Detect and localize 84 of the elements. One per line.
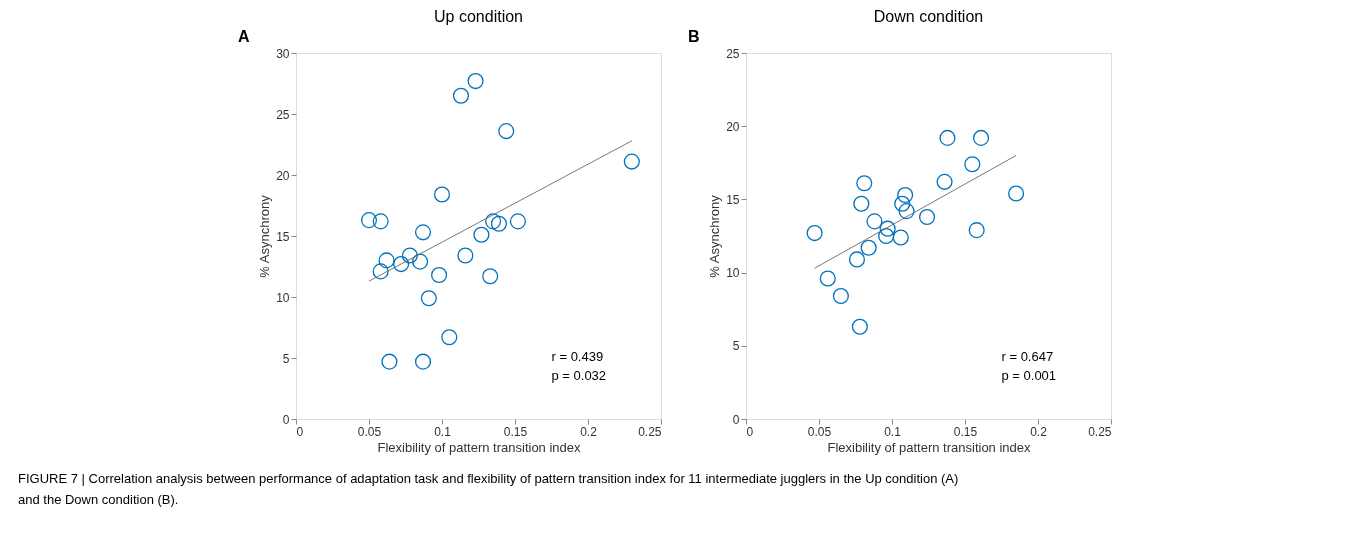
point bbox=[856, 175, 873, 192]
point bbox=[378, 252, 395, 269]
y-tick-label: 25 bbox=[726, 46, 740, 61]
point bbox=[509, 213, 526, 230]
point bbox=[441, 329, 458, 346]
point bbox=[393, 256, 410, 273]
point bbox=[623, 153, 640, 170]
y-tick-label: 5 bbox=[732, 339, 740, 354]
point bbox=[897, 186, 914, 204]
x-tick-label: 0.1 bbox=[884, 424, 902, 439]
x-tick-label: 0.05 bbox=[357, 424, 382, 439]
point bbox=[939, 129, 956, 146]
point bbox=[832, 287, 849, 305]
x-tick-label: 0.2 bbox=[580, 424, 598, 439]
point bbox=[457, 247, 474, 264]
point bbox=[851, 318, 868, 335]
y-tick-label: 15 bbox=[276, 229, 290, 244]
point bbox=[892, 229, 909, 246]
point bbox=[972, 129, 990, 146]
y-tick-label: 15 bbox=[726, 192, 740, 207]
point bbox=[360, 212, 378, 229]
x-tick-label: 0.15 bbox=[953, 424, 978, 439]
y-axis-title: % Asynchrony bbox=[707, 194, 723, 278]
x-tick-label: 0.2 bbox=[1030, 424, 1048, 439]
y-tick-label: 20 bbox=[726, 119, 740, 134]
point bbox=[894, 195, 911, 212]
y-tick-label: 25 bbox=[276, 107, 290, 122]
x-tick-label: 0 bbox=[746, 424, 754, 439]
point bbox=[918, 208, 936, 226]
point bbox=[936, 173, 953, 190]
point bbox=[806, 225, 823, 242]
point bbox=[452, 87, 470, 104]
text: A bbox=[238, 28, 250, 45]
x-tick-label: 0.1 bbox=[434, 424, 452, 439]
chart-title: Down condition bbox=[873, 8, 984, 25]
point bbox=[412, 253, 429, 270]
x-tick-label: 0.25 bbox=[638, 424, 662, 439]
caption: FIGURE 7 | Correlation analysis between performance of adaptation task and flexibility of pattern transition index for 11 intermediate jugglers in the Up condition (A) and the Down condition (B). bbox=[18, 471, 959, 507]
annotation: p = 0.001 bbox=[1001, 367, 1057, 383]
point bbox=[473, 226, 490, 243]
point bbox=[866, 213, 883, 230]
x-axis-title: Flexibility of pattern transition index bbox=[377, 439, 582, 455]
point bbox=[431, 266, 448, 284]
x-tick-label: 0 bbox=[296, 424, 304, 439]
point bbox=[420, 290, 437, 307]
point bbox=[1008, 185, 1025, 202]
point bbox=[848, 251, 866, 268]
point bbox=[819, 270, 836, 287]
point bbox=[879, 220, 896, 237]
point bbox=[433, 186, 451, 203]
y-tick-label: 0 bbox=[282, 412, 290, 427]
point bbox=[853, 195, 870, 212]
point bbox=[414, 353, 432, 370]
point bbox=[401, 247, 418, 264]
point bbox=[498, 123, 515, 140]
x-axis-title: Flexibility of pattern transition index bbox=[827, 439, 1032, 455]
y-tick-label: 5 bbox=[282, 351, 290, 366]
point bbox=[485, 213, 502, 230]
point bbox=[860, 239, 877, 256]
y-axis-title: % Asynchrony bbox=[257, 194, 273, 278]
text: B bbox=[688, 28, 700, 45]
y-tick-label: 0 bbox=[732, 412, 740, 427]
point bbox=[964, 156, 981, 173]
annotation: r = 0.439 bbox=[551, 348, 604, 364]
y-tick-label: 10 bbox=[276, 290, 290, 305]
point bbox=[381, 353, 398, 370]
point bbox=[467, 73, 484, 90]
chart-title: Up condition bbox=[434, 8, 523, 25]
x-tick-label: 0.15 bbox=[503, 424, 528, 439]
x-tick-label: 0.05 bbox=[807, 424, 832, 439]
point bbox=[372, 263, 389, 280]
point bbox=[878, 227, 895, 245]
point bbox=[482, 268, 499, 285]
point bbox=[968, 222, 985, 239]
y-tick-label: 20 bbox=[276, 168, 290, 183]
point bbox=[372, 213, 389, 230]
annotation: p = 0.032 bbox=[551, 367, 607, 383]
point bbox=[898, 203, 915, 220]
x-tick-label: 0.25 bbox=[1088, 424, 1112, 439]
point bbox=[490, 215, 508, 232]
y-tick-label: 30 bbox=[276, 46, 290, 61]
annotation: r = 0.647 bbox=[1001, 348, 1054, 364]
y-tick-label: 10 bbox=[726, 266, 740, 281]
point bbox=[414, 224, 432, 241]
